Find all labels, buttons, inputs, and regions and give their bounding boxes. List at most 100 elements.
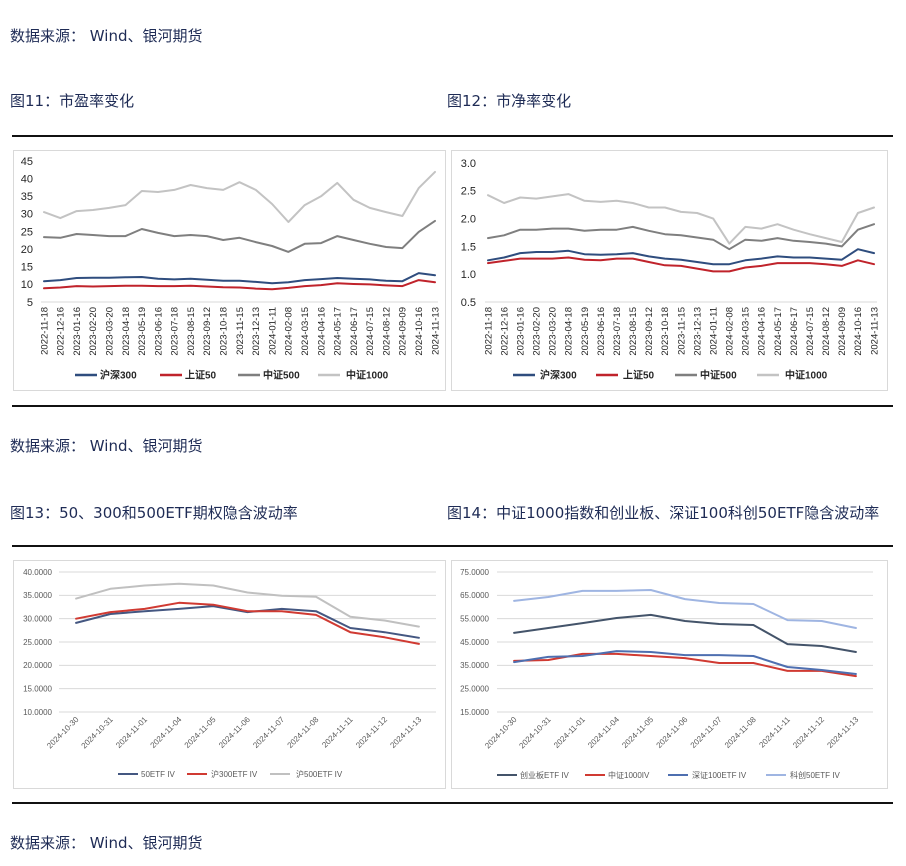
y-tick-label: 1.5 bbox=[461, 241, 476, 253]
x-tick-label: 2023-02-20 bbox=[532, 307, 543, 356]
x-tick-label: 2024-07-15 bbox=[805, 307, 816, 356]
divider bbox=[12, 802, 893, 804]
legend-item: 上证50 bbox=[160, 369, 217, 382]
y-tick-label: 25.0000 bbox=[460, 685, 489, 694]
y-tick-label: 15 bbox=[21, 262, 33, 274]
y-tick-label: 20 bbox=[21, 244, 33, 256]
series-line bbox=[75, 601, 420, 645]
x-tick-label: 2023-05-19 bbox=[137, 307, 148, 356]
x-tick-label: 2023-10-18 bbox=[219, 307, 230, 356]
y-tick-label: 20.0000 bbox=[23, 661, 52, 670]
legend-item: 50ETF IV bbox=[118, 770, 175, 779]
etf-iv-chart-svg: 10.0000 15.0000 20.0000 25.0000 30.0000 35.00… bbox=[23, 568, 436, 779]
legend-item: 中证500 bbox=[675, 369, 737, 382]
legend-item: 沪深300 bbox=[75, 369, 137, 382]
y-tick-label: 75.0000 bbox=[460, 568, 489, 577]
x-tick-label: 2024-04-16 bbox=[316, 307, 327, 356]
x-tick-label: 2023-03-20 bbox=[548, 307, 559, 356]
y-tick-label: 65.0000 bbox=[460, 591, 489, 600]
series-line bbox=[43, 272, 436, 285]
y-tick-label: 15.0000 bbox=[23, 685, 52, 694]
pe-ratio-chart-svg: 5 10 15 20 25 30 35 40 45 2022-11-18 2022-12-16 202… bbox=[21, 156, 442, 382]
legend-item: 中证1000 bbox=[757, 369, 828, 382]
legend-label: 沪500ETF IV bbox=[296, 769, 343, 779]
x-tick-label: 2024-01-11 bbox=[709, 307, 720, 355]
x-tick-label: 2023-08-15 bbox=[186, 307, 197, 356]
legend-label: 中证500 bbox=[700, 369, 737, 382]
x-tick-label: 2024-11-06 bbox=[655, 715, 690, 750]
series-line bbox=[487, 256, 875, 273]
x-tick-label: 2024-11-04 bbox=[149, 715, 184, 750]
divider bbox=[12, 545, 893, 547]
x-tick-label: 2024-11-08 bbox=[286, 715, 321, 750]
x-tick-label: 2024-11-13 bbox=[825, 715, 860, 750]
x-tick-label: 2022-12-16 bbox=[56, 307, 67, 356]
source-note: 数据来源： Wind、银河期货 bbox=[10, 27, 203, 45]
legend-label: 中证1000 bbox=[346, 369, 389, 382]
x-tick-label: 2024-02-08 bbox=[284, 307, 295, 356]
y-tick-label: 2.5 bbox=[461, 186, 476, 198]
legend-label: 50ETF IV bbox=[141, 770, 175, 779]
series-line bbox=[487, 248, 875, 266]
series-line bbox=[43, 279, 436, 291]
series-line bbox=[43, 170, 436, 223]
x-tick-label: 2024-10-31 bbox=[517, 715, 553, 751]
legend-item: 科创50ETF IV bbox=[766, 770, 840, 780]
divider bbox=[12, 405, 893, 407]
series-line bbox=[487, 193, 875, 245]
x-tick-label: 2024-11-07 bbox=[689, 715, 724, 750]
y-tick-label: 1.0 bbox=[461, 269, 476, 281]
y-tick-label: 45.0000 bbox=[460, 638, 489, 647]
legend-label: 科创50ETF IV bbox=[790, 770, 840, 780]
x-tick-label: 2024-11-13 bbox=[388, 715, 423, 750]
x-tick-label: 2024-11-12 bbox=[354, 715, 389, 750]
x-tick-label: 2024-10-16 bbox=[414, 307, 425, 356]
x-tick-label: 2024-11-01 bbox=[114, 715, 149, 750]
x-tick-label: 2023-04-18 bbox=[564, 307, 575, 356]
y-tick-label: 5 bbox=[27, 297, 33, 309]
y-tick-label: 3.0 bbox=[461, 158, 476, 170]
x-tick-label: 2024-11-11 bbox=[757, 715, 792, 750]
legend-label: 上证50 bbox=[185, 369, 217, 382]
x-tick-label: 2023-06-16 bbox=[153, 307, 164, 356]
x-tick-label: 2022-12-16 bbox=[499, 307, 510, 356]
x-tick-label: 2024-11-12 bbox=[791, 715, 826, 750]
x-tick-label: 2024-11-11 bbox=[320, 715, 355, 750]
legend-label: 沪300ETF IV bbox=[211, 769, 258, 779]
x-tick-label: 2022-11-18 bbox=[483, 307, 494, 355]
legend-item: 创业板ETF IV bbox=[497, 770, 570, 780]
legend-item: 深证100ETF IV bbox=[668, 771, 747, 780]
y-tick-label: 35 bbox=[21, 191, 33, 203]
y-tick-label: 55.0000 bbox=[460, 615, 489, 624]
x-tick-label: 2024-05-17 bbox=[333, 307, 344, 356]
legend-label: 沪深300 bbox=[540, 369, 577, 382]
divider bbox=[12, 135, 893, 137]
x-tick-label: 2023-07-18 bbox=[612, 307, 623, 356]
legend-label: 中证1000IV bbox=[608, 770, 650, 780]
x-tick-label: 2023-11-15 bbox=[676, 307, 687, 355]
x-tick-label: 2024-07-15 bbox=[365, 307, 376, 356]
legend-label: 上证50 bbox=[623, 369, 655, 382]
pe-ratio-chart: 5 10 15 20 25 30 35 40 45 2022-11-18 2022-12-16 202… bbox=[13, 150, 446, 391]
legend-item: 沪500ETF IV bbox=[270, 769, 343, 779]
x-tick-label: 2023-08-15 bbox=[628, 307, 639, 356]
x-tick-label: 2023-09-12 bbox=[202, 307, 213, 356]
legend-label: 深证100ETF IV bbox=[692, 771, 747, 780]
y-tick-label: 40 bbox=[21, 174, 33, 186]
y-tick-label: 40.0000 bbox=[23, 568, 52, 577]
x-tick-label: 2024-11-06 bbox=[217, 715, 252, 750]
x-tick-label: 2024-11-01 bbox=[552, 715, 587, 750]
legend-item: 上证50 bbox=[596, 369, 655, 382]
y-tick-label: 2.0 bbox=[461, 214, 476, 226]
pb-ratio-chart: 0.5 1.0 1.5 2.0 2.5 3.0 2022-11-18 2022-12-16 20… bbox=[451, 150, 888, 391]
x-tick-label: 2023-01-16 bbox=[516, 307, 527, 356]
etf-iv-chart: 10.0000 15.0000 20.0000 25.0000 30.0000 35.00… bbox=[13, 560, 446, 789]
y-tick-label: 35.0000 bbox=[460, 661, 489, 670]
x-tick-label: 2024-06-17 bbox=[789, 307, 800, 356]
x-tick-label: 2023-12-13 bbox=[692, 307, 703, 356]
y-tick-label: 10.0000 bbox=[23, 708, 52, 717]
legend-label: 沪深300 bbox=[100, 369, 137, 382]
x-tick-label: 2023-03-20 bbox=[105, 307, 116, 356]
x-tick-label: 2024-03-15 bbox=[741, 307, 752, 356]
x-tick-label: 2024-11-04 bbox=[586, 715, 621, 750]
